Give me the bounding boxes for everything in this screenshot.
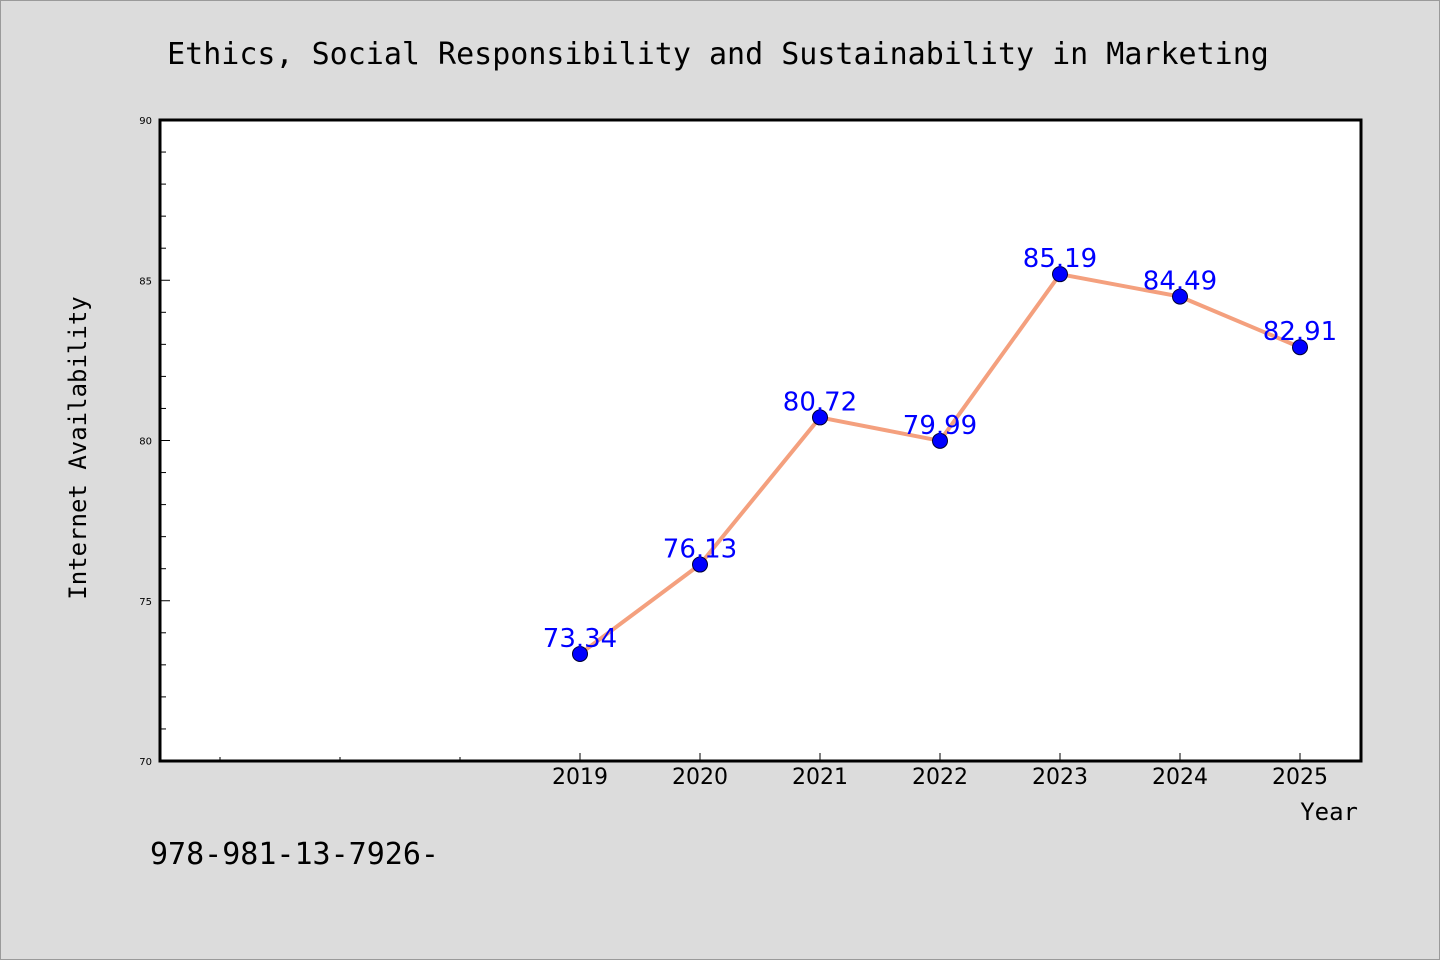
data-label: 76.13 (663, 535, 737, 565)
data-point (1052, 266, 1068, 283)
x-axis: 2019 2020 2021 2022 2023 2024 2025 (219, 753, 1328, 790)
data-label: 82.91 (1263, 317, 1337, 347)
y-tick-label: 70 (139, 757, 152, 768)
data-point (1172, 288, 1188, 305)
data-point (1292, 339, 1308, 356)
y-axis: 70 75 80 85 90 (139, 116, 170, 768)
data-label: 79.99 (903, 411, 977, 441)
x-tick-label: 2024 (1152, 765, 1208, 790)
data-label: 84.49 (1143, 267, 1217, 297)
plot-area (158, 118, 1363, 763)
data-point (932, 432, 948, 449)
x-axis-label: Year (1300, 798, 1358, 826)
chart-title: Ethics, Social Responsibility and Sustai… (167, 37, 1269, 72)
x-tick-label: 2021 (792, 765, 848, 790)
y-tick-label: 90 (139, 116, 152, 127)
series-layer: 73.34 76.13 80.72 79.99 85.19 84.49 82.91 (543, 244, 1337, 662)
data-point (572, 645, 588, 662)
data-label: 73.34 (543, 624, 617, 654)
x-tick-label: 2022 (912, 765, 968, 790)
y-tick-label: 75 (139, 597, 152, 608)
x-tick-label: 2019 (552, 765, 608, 790)
data-point (812, 409, 828, 426)
footer-text: 978-981-13-7926- (150, 837, 439, 872)
data-label: 80.72 (783, 387, 857, 417)
x-tick-label: 2023 (1032, 765, 1088, 790)
x-tick-label: 2020 (672, 765, 728, 790)
x-tick-label: 2025 (1272, 765, 1328, 790)
y-tick-label: 85 (139, 276, 152, 287)
data-point (692, 556, 708, 573)
y-tick-label: 80 (139, 437, 152, 448)
data-label: 85.19 (1023, 244, 1097, 274)
y-axis-label: Internet Availability (64, 296, 92, 599)
